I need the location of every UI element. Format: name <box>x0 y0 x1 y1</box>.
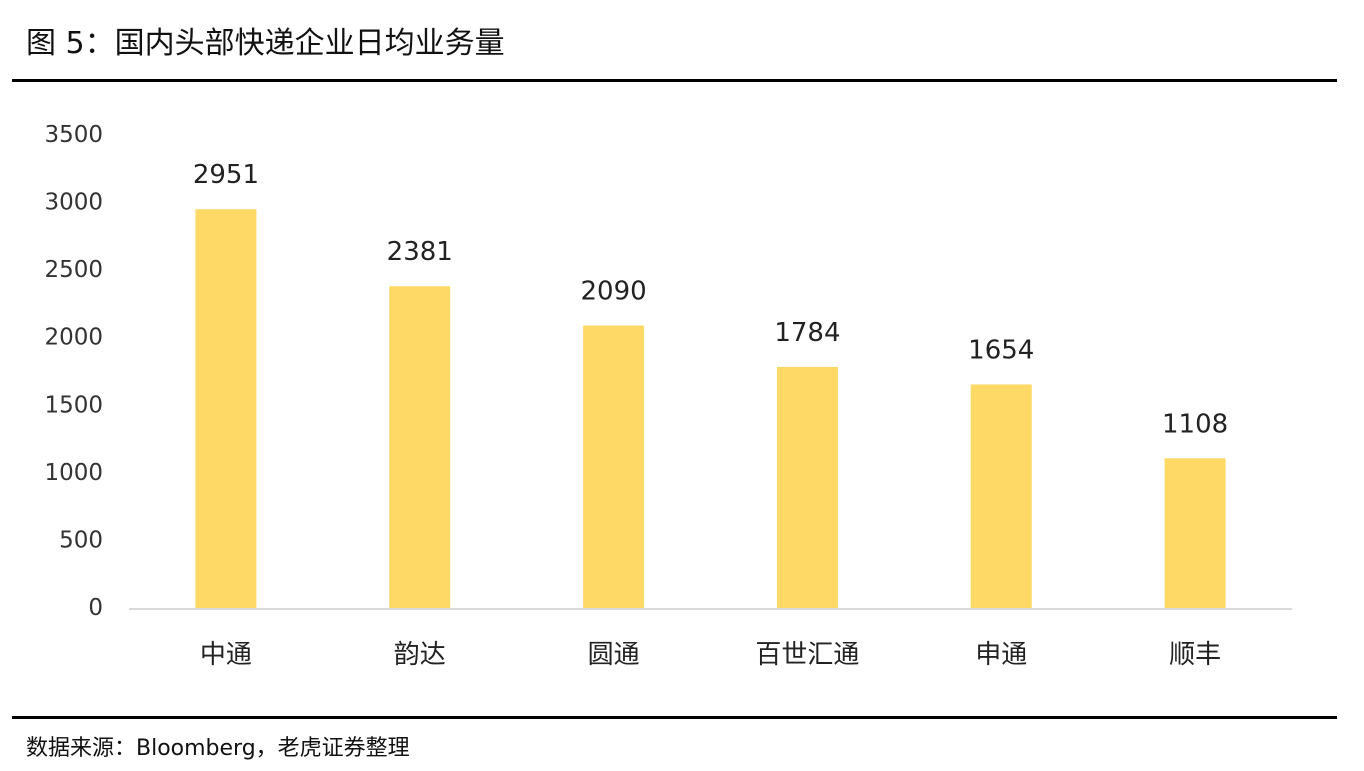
data-label: 1654 <box>968 335 1034 365</box>
bar <box>583 325 645 608</box>
data-label: 1108 <box>1162 409 1228 439</box>
x-tick-label: 韵达 <box>394 640 446 670</box>
data-label: 1784 <box>774 318 840 348</box>
bar <box>1164 458 1226 608</box>
x-tick-label: 申通 <box>975 640 1027 670</box>
bar <box>195 209 257 609</box>
data-label: 2951 <box>193 160 259 190</box>
y-tick-label: 0 <box>88 595 103 621</box>
y-tick-label: 500 <box>59 527 103 553</box>
x-axis-labels: 中通 韵达 圆通 百世汇通 申通 顺丰 <box>200 640 1221 670</box>
y-tick-label: 3500 <box>44 122 103 148</box>
y-tick-label: 1000 <box>44 460 103 486</box>
bar <box>776 366 838 608</box>
bar-chart: 0 500 1000 1500 2000 2500 3000 3500 2951 2381 209… <box>44 122 1292 670</box>
bottom-rule <box>12 716 1337 719</box>
data-labels: 2951 2381 2090 1784 1654 1108 <box>193 160 1228 439</box>
data-label: 2090 <box>580 277 646 307</box>
y-axis-ticks: 0 500 1000 1500 2000 2500 3000 3500 <box>44 122 103 621</box>
y-tick-label: 3000 <box>44 190 103 216</box>
chart-title: 图 5：国内头部快递企业日均业务量 <box>26 26 505 61</box>
data-label: 2381 <box>387 237 453 267</box>
x-tick-label: 顺丰 <box>1169 640 1221 670</box>
source-note: 数据来源：Bloomberg，老虎证券整理 <box>26 736 410 761</box>
bar <box>389 286 451 608</box>
x-tick-label: 百世汇通 <box>755 640 859 670</box>
x-tick-label: 中通 <box>200 640 252 670</box>
bar <box>970 384 1032 608</box>
y-tick-label: 2000 <box>44 325 103 351</box>
x-tick-label: 圆通 <box>588 640 640 670</box>
y-tick-label: 2500 <box>44 257 103 283</box>
top-rule <box>12 79 1337 82</box>
bars <box>195 209 1226 609</box>
y-tick-label: 1500 <box>44 392 103 418</box>
